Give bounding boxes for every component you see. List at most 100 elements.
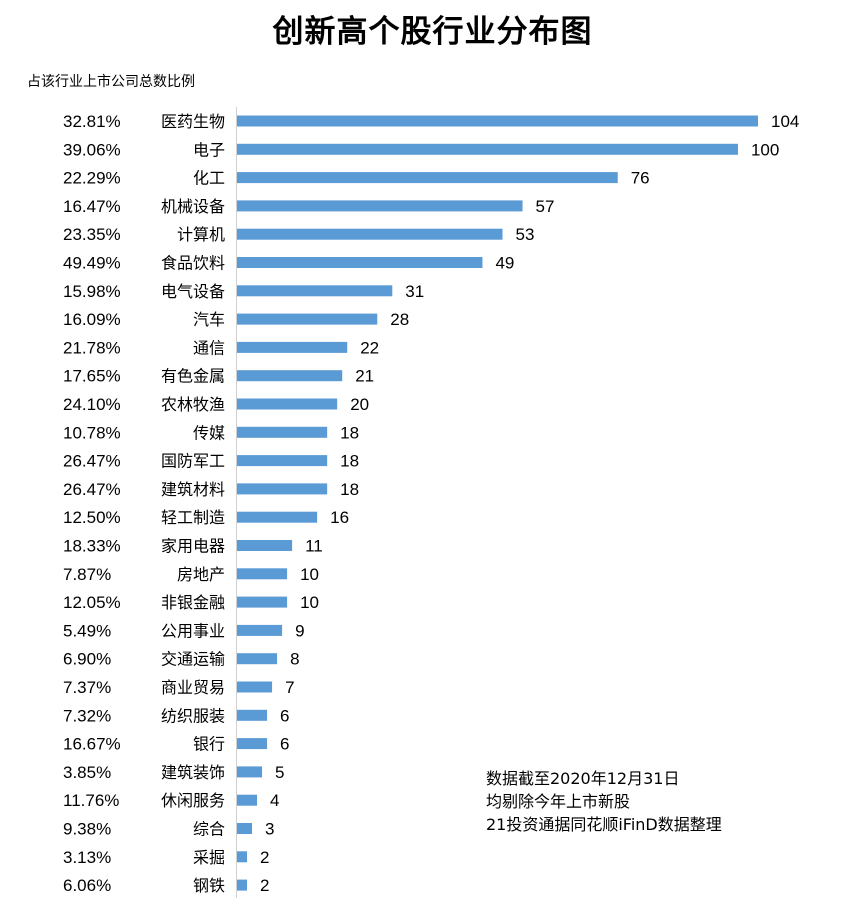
percentage-label: 23.35%: [63, 225, 121, 244]
bar: [237, 115, 758, 127]
value-label: 18: [340, 452, 359, 471]
value-label: 6: [280, 735, 289, 754]
value-label: 9: [295, 621, 304, 640]
percentage-label: 21.78%: [63, 338, 121, 357]
bar: [237, 285, 393, 297]
category-label: 非银金融: [161, 593, 225, 612]
chart-title: 创新高个股行业分布图: [272, 14, 593, 50]
value-label: 16: [330, 508, 349, 527]
percentage-label: 7.87%: [63, 565, 111, 584]
value-label: 18: [340, 423, 359, 442]
percentage-label: 6.90%: [63, 650, 111, 669]
bar: [237, 172, 618, 184]
bar: [237, 879, 248, 891]
bar: [237, 568, 288, 580]
value-label: 2: [260, 848, 269, 867]
category-label: 公用事业: [161, 621, 225, 640]
category-label: 采掘: [193, 848, 225, 867]
note-line: 数据截至2020年12月31日: [486, 769, 680, 788]
value-label: 10: [300, 593, 319, 612]
percentage-label: 16.67%: [63, 735, 121, 754]
value-label: 4: [270, 791, 279, 810]
bar: [237, 200, 523, 212]
percentage-label: 5.49%: [63, 621, 111, 640]
category-label: 计算机: [177, 225, 225, 244]
percentage-label: 7.37%: [63, 678, 111, 697]
bar: [237, 681, 273, 693]
bar: [237, 228, 503, 240]
bar: [237, 794, 258, 806]
category-label: 医药生物: [161, 112, 225, 131]
bar: [237, 851, 248, 863]
category-label: 轻工制造: [161, 508, 225, 527]
bar: [237, 624, 283, 636]
bar: [237, 341, 348, 353]
category-label: 机械设备: [161, 197, 225, 216]
percentage-label: 10.78%: [63, 423, 121, 442]
note-line: 21投资通据同花顺iFinD数据整理: [486, 815, 722, 834]
category-label: 汽车: [193, 310, 225, 329]
bar: [237, 653, 278, 665]
category-label: 银行: [193, 735, 225, 754]
bar: [237, 370, 343, 382]
bar: [237, 257, 483, 268]
value-label: 76: [631, 169, 650, 188]
percentage-label: 39.06%: [63, 140, 121, 159]
value-label: 11: [305, 537, 323, 556]
category-label: 化工: [193, 169, 225, 188]
category-label: 钢铁: [193, 876, 225, 895]
bar: [237, 313, 378, 325]
category-label: 商业贸易: [161, 678, 225, 697]
category-label: 建筑装饰: [161, 763, 225, 782]
value-label: 100: [751, 140, 779, 159]
percentage-label: 12.50%: [63, 508, 121, 527]
percentage-label: 9.38%: [63, 820, 111, 839]
percentage-label: 11.76%: [63, 791, 119, 810]
category-label: 有色金属: [161, 367, 225, 386]
value-label: 49: [495, 254, 514, 273]
percentage-label: 7.32%: [63, 706, 111, 725]
value-label: 2: [260, 876, 269, 895]
value-label: 31: [405, 282, 424, 301]
bar: [237, 709, 268, 721]
percentage-label: 26.47%: [63, 480, 121, 499]
category-label: 食品饮料: [161, 254, 225, 273]
value-label: 53: [516, 225, 535, 244]
value-label: 28: [390, 310, 409, 329]
percentage-label: 3.13%: [63, 848, 111, 867]
percentage-label: 17.65%: [63, 367, 121, 386]
value-label: 3: [265, 820, 274, 839]
category-label: 房地产: [177, 565, 225, 584]
value-label: 18: [340, 480, 359, 499]
value-label: 6: [280, 706, 289, 725]
percentage-axis-label: 占该行业上市公司总数比例: [27, 74, 195, 90]
bar: [237, 483, 328, 495]
category-label: 家用电器: [161, 537, 225, 556]
percentage-label: 24.10%: [63, 395, 121, 414]
bar: [237, 540, 293, 551]
bar: [237, 143, 738, 155]
percentage-label: 26.47%: [63, 452, 121, 471]
value-label: 7: [285, 678, 294, 697]
bar: [237, 511, 318, 523]
percentage-label: 32.81%: [63, 112, 121, 131]
category-label: 通信: [193, 338, 225, 357]
value-label: 22: [360, 338, 379, 357]
percentage-label: 18.33%: [63, 537, 121, 556]
percentage-label: 49.49%: [63, 254, 121, 273]
source-note: 数据截至2020年12月31日 均剔除今年上市新股 21投资通据同花顺iFinD…: [486, 767, 722, 836]
category-label: 电气设备: [161, 282, 225, 301]
bar: [237, 398, 338, 410]
bar: [237, 426, 328, 438]
bar: [237, 823, 253, 834]
percentage-label: 3.85%: [63, 763, 111, 782]
category-label: 综合: [193, 820, 225, 839]
value-label: 10: [300, 565, 319, 584]
note-line: 均剔除今年上市新股: [486, 792, 631, 811]
category-label: 国防军工: [161, 452, 225, 471]
category-label: 建筑材料: [161, 480, 225, 499]
percentage-label: 16.47%: [63, 197, 121, 216]
percentage-label: 6.06%: [63, 876, 111, 895]
category-label: 休闲服务: [161, 791, 225, 810]
